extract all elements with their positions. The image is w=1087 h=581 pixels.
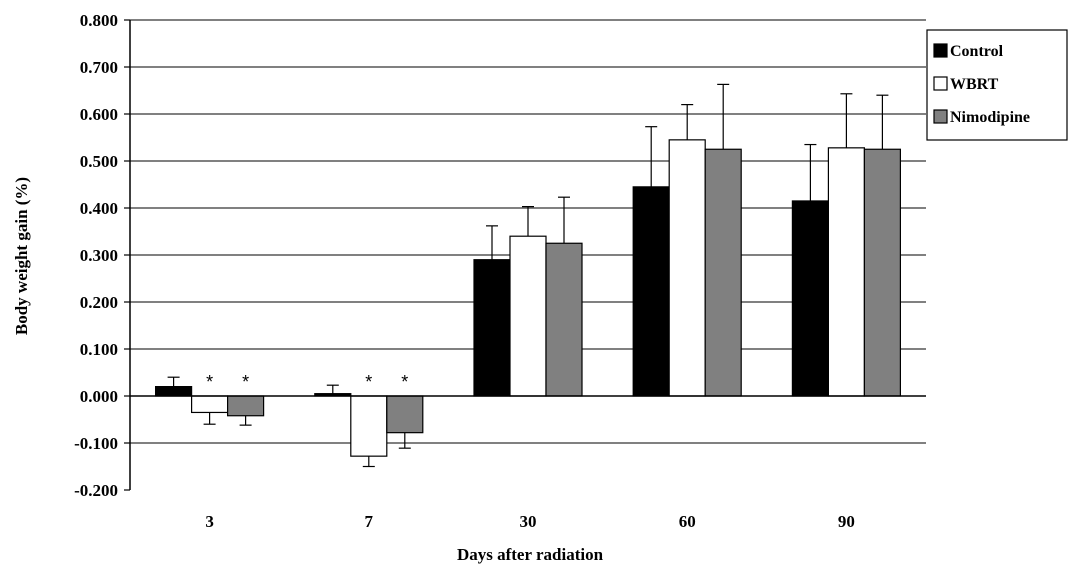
y-axis-title: Body weight gain (%) (12, 177, 31, 335)
x-tick-label: 3 (205, 512, 214, 531)
legend-swatch-control (933, 43, 948, 58)
bar-nimodipine-day-7 (386, 395, 424, 434)
y-tick-label: 0.300 (80, 246, 118, 265)
bar-nimodipine-day-3 (227, 395, 265, 417)
bar-wbrt-day-7 (350, 395, 388, 457)
bar-control-day-60 (632, 186, 670, 397)
bar-nimodipine-day-60 (704, 148, 742, 397)
y-tick-label: 0.600 (80, 105, 118, 124)
y-tick-label: -0.100 (74, 434, 118, 453)
bar-wbrt-day-90 (827, 147, 866, 397)
bar-wbrt-day-3 (191, 395, 229, 414)
y-tick-labels: -0.200 -0.100 0.000 0.100 0.200 0.300 0.400 0.5… (74, 11, 118, 500)
bar-control-day-30 (473, 259, 511, 397)
y-tick-label: 0.700 (80, 58, 118, 77)
legend-label-control: Control (950, 43, 1004, 60)
x-tick-label: 7 (365, 512, 374, 531)
y-tick-label: 0.500 (80, 152, 118, 171)
legend-swatch-wbrt (933, 76, 948, 91)
x-axis-title: Days after radiation (457, 545, 604, 564)
significance-markers: * * * * (206, 372, 408, 392)
axes (124, 19, 926, 491)
x-tick-label: 60 (679, 512, 696, 531)
bars (155, 83, 902, 468)
bar-control-day-90 (791, 200, 830, 397)
bar-wbrt-day-30 (509, 235, 547, 397)
y-tick-label: -0.200 (74, 481, 118, 500)
x-tick-label: 90 (838, 512, 855, 531)
x-tick-labels: 3 7 30 60 90 (205, 512, 855, 531)
legend-box (926, 29, 1068, 141)
significance-asterisk: * (401, 372, 408, 392)
bar-nimodipine-day-30 (545, 242, 583, 397)
legend-swatch-nimodipine (933, 109, 948, 124)
y-tick-label: 0.400 (80, 199, 118, 218)
y-tick-label: 0.100 (80, 340, 118, 359)
y-tick-label: 0.800 (80, 11, 118, 30)
x-tick-label: 30 (520, 512, 537, 531)
significance-asterisk: * (242, 372, 249, 392)
legend-label-nimodipine: Nimodipine (950, 109, 1030, 126)
significance-asterisk: * (206, 372, 213, 392)
bar-control-day-3 (155, 386, 193, 397)
y-tick-label: 0.200 (80, 293, 118, 312)
significance-asterisk: * (365, 372, 372, 392)
y-tick-label: 0.000 (80, 387, 118, 406)
bar-nimodipine-day-90 (863, 148, 902, 397)
legend-label-wbrt: WBRT (950, 76, 999, 93)
bar-wbrt-day-60 (668, 139, 706, 397)
legend: Control WBRT Nimodipine (926, 29, 1068, 141)
